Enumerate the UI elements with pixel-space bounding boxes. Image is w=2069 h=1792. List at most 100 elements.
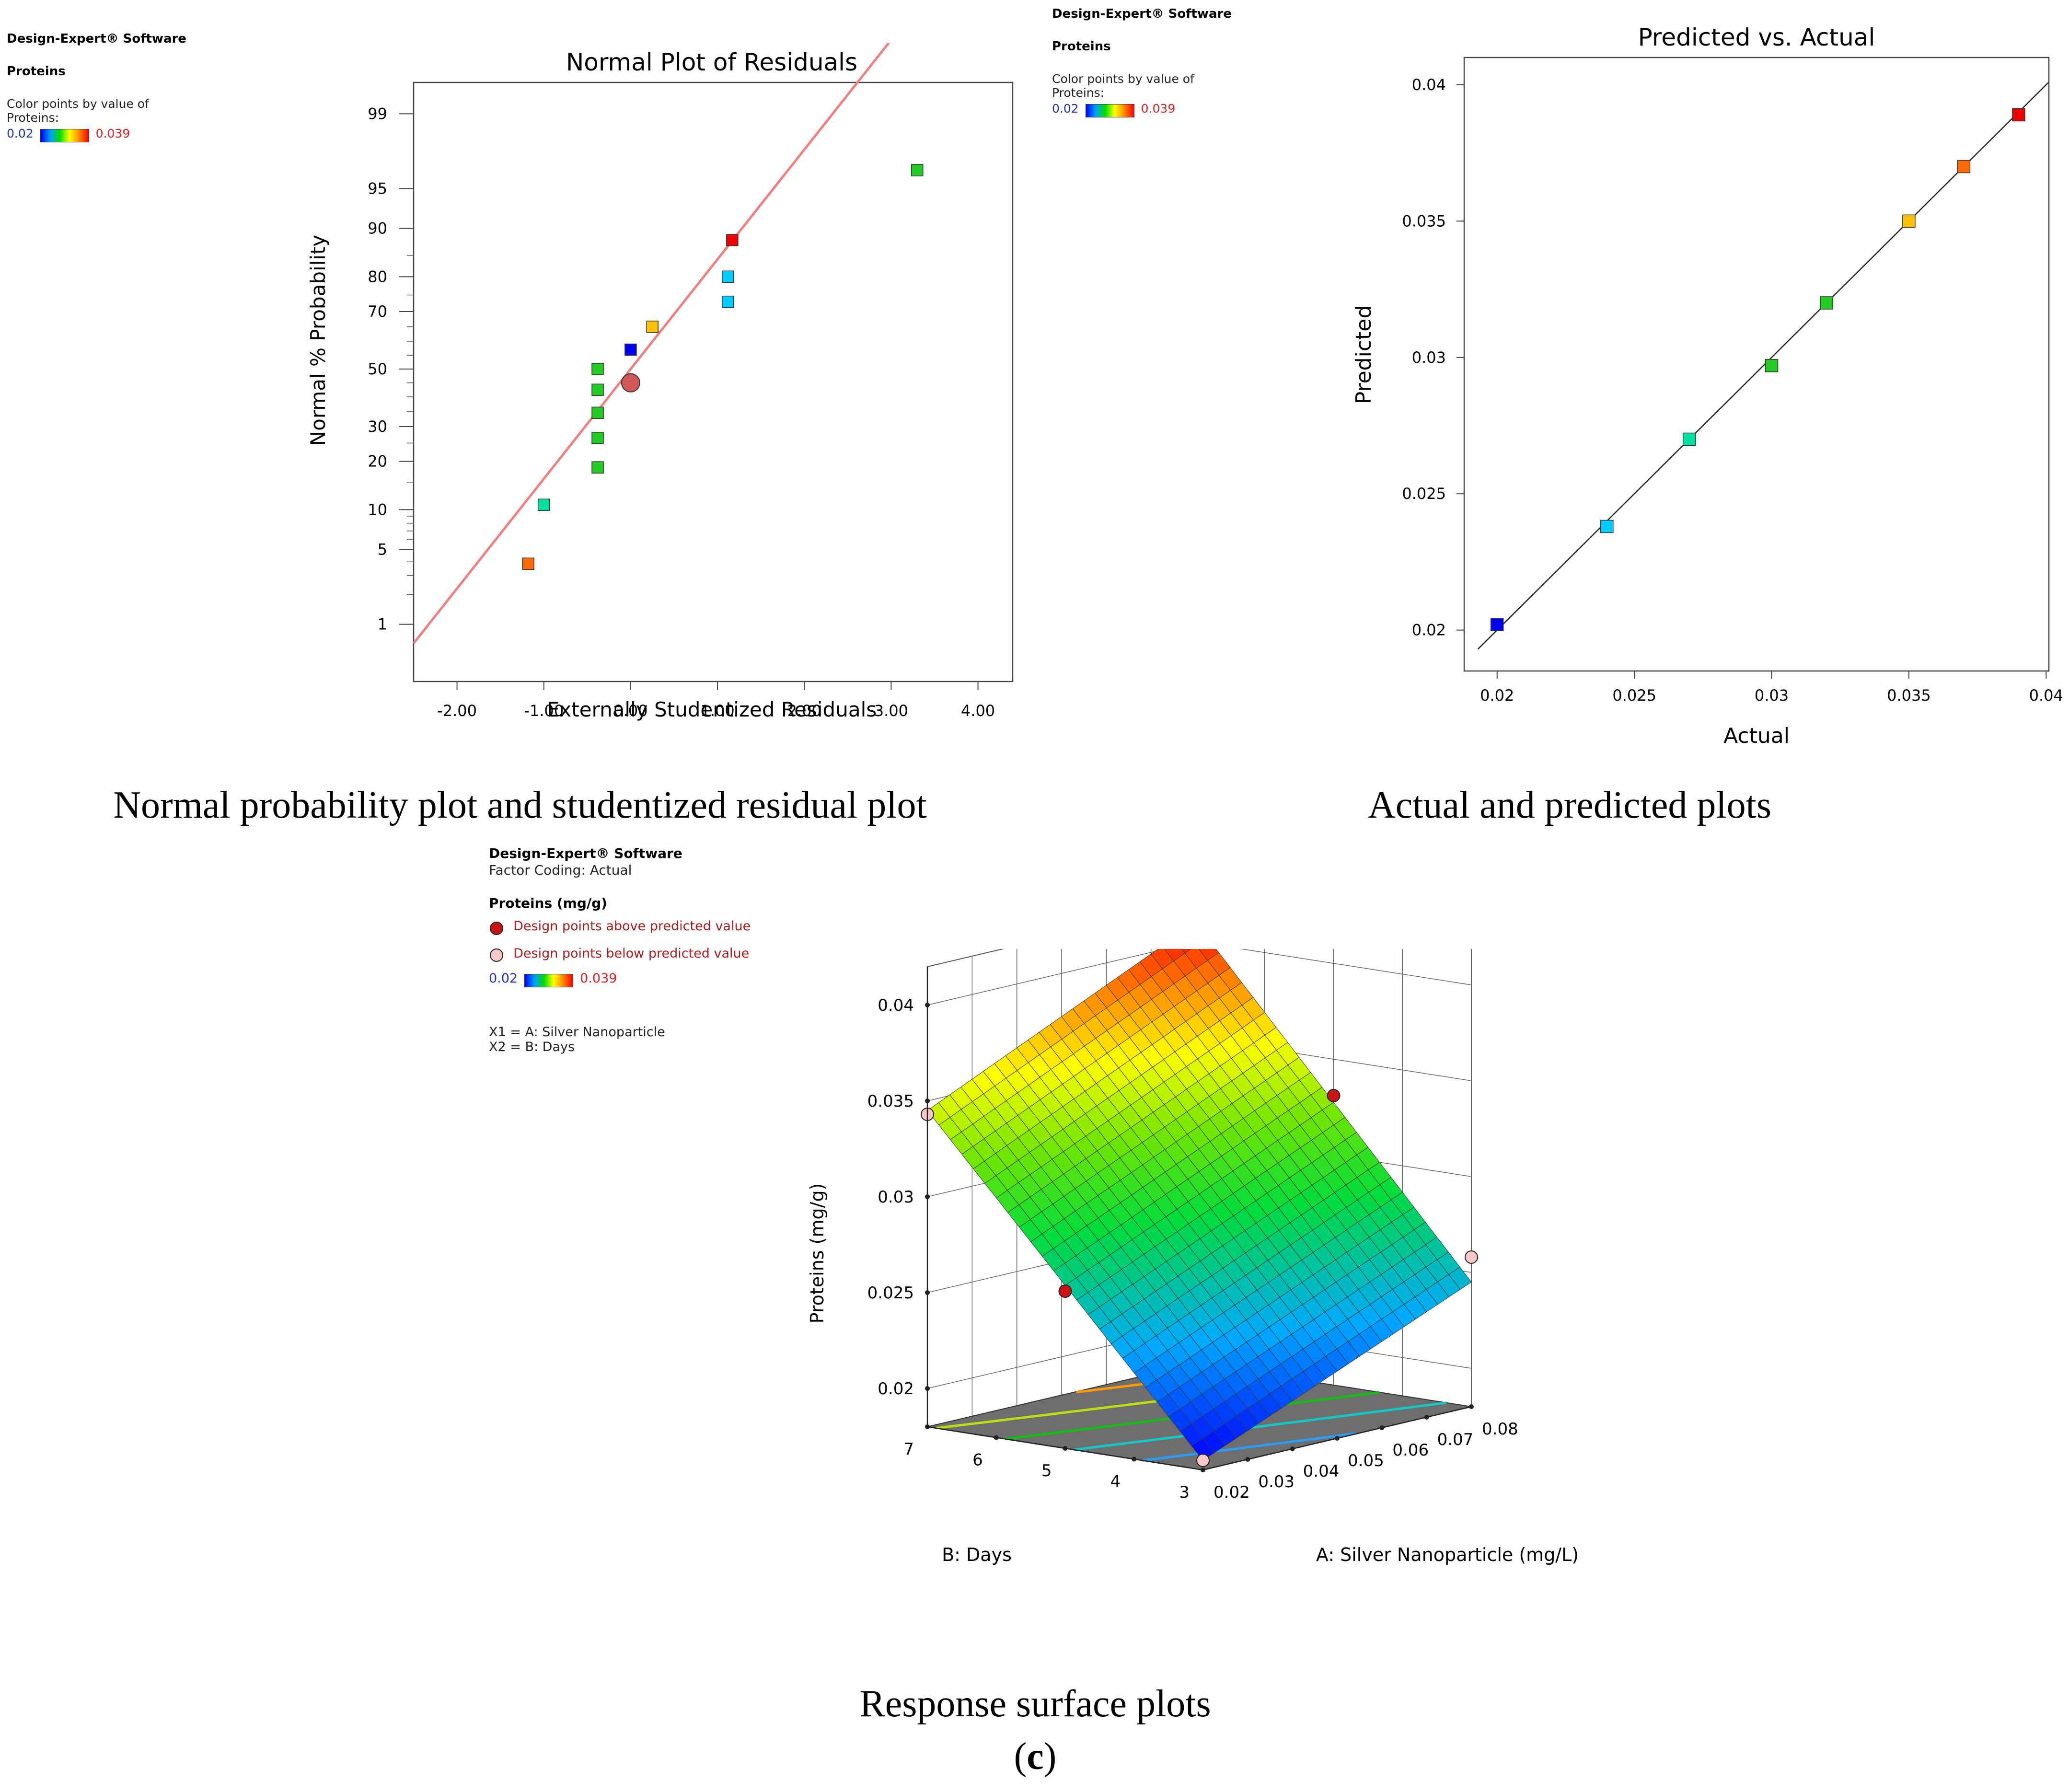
surface-a-tick: [1424, 1415, 1429, 1420]
surface-design-point: [1465, 1250, 1478, 1264]
pva-y-tick-label: 0.035: [1402, 212, 1446, 230]
normal-data-point: [537, 498, 550, 511]
normal-y-tick-label: 20: [368, 452, 387, 471]
surface-z-tick: [925, 1003, 930, 1007]
surface-a-tick: [1290, 1446, 1295, 1451]
normal-y-tick-label: 95: [368, 179, 387, 197]
pva-y-tick-label: 0.04: [1412, 76, 1446, 94]
pva-y-tick-label: 0.025: [1402, 485, 1446, 503]
normal-y-tick-label: 1: [378, 615, 387, 634]
floor-contour-line: [1142, 1432, 1357, 1462]
back-grid-line: [927, 949, 1472, 1006]
predicted-vs-actual-chart: Predicted vs. Actual 0.02 0.025 0.03 0.035 0…: [1352, 23, 2063, 748]
surface-b-tick: [994, 1435, 999, 1440]
surface-a-tick: [1335, 1436, 1340, 1441]
panel-label-open: (: [1014, 1735, 1027, 1778]
normal-x-tick-label: 4.00: [961, 702, 995, 720]
normal-data-point: [624, 343, 637, 356]
surface-b-tick-label: 5: [1041, 1461, 1052, 1480]
legend-scale-high: 0.039: [1141, 102, 1176, 116]
pva-y-tick-label: 0.02: [1412, 621, 1446, 639]
color-scale-bar: [1085, 104, 1134, 117]
normal-x-tick-label: 2.00: [787, 702, 821, 720]
surface-b-tick: [925, 1424, 930, 1429]
normal-data-point: [722, 295, 734, 308]
normal-y-tick-label: 10: [368, 500, 387, 519]
surface-z-tick: [925, 1098, 930, 1103]
legend-response: Proteins: [1052, 39, 1111, 54]
surface-a-tick-label: 0.05: [1348, 1451, 1384, 1470]
pva-data-point: [1957, 160, 1971, 173]
pva-identity-line: [1477, 81, 2049, 650]
normal-plot-xlabel: Externally Studentized Residuals: [547, 698, 877, 721]
normal-x-tick-label: 3.00: [874, 702, 908, 720]
surface-ylabel: B: Days: [942, 1544, 1012, 1565]
normal-plot-chart: Normal Plot of Residuals 1 5 10 20 30 50 70 80 9…: [306, 43, 1014, 721]
normal-y-tick-label: 5: [378, 541, 387, 559]
surface-a-tick-label: 0.02: [1214, 1483, 1250, 1502]
caption-normal-plot: Normal probability plot and studentized …: [113, 784, 927, 826]
surface-z-tick-label: 0.03: [878, 1188, 914, 1207]
panel-label-close: ): [1043, 1735, 1057, 1778]
legend-note-2: Proteins:: [1052, 86, 1105, 100]
legend-predicted-plot: Design-Expert® Software Proteins Color p…: [1052, 7, 1232, 117]
normal-data-point: [591, 383, 604, 396]
legend-scale-low: 0.02: [489, 971, 518, 986]
pva-data-point: [1820, 296, 1833, 310]
pva-data-point: [1490, 618, 1504, 632]
legend-above: Design points above predicted value: [513, 919, 751, 934]
legend-software: Design-Expert® Software: [1052, 7, 1232, 21]
surface-design-point: [1058, 1284, 1072, 1298]
normal-data-point: [646, 321, 659, 333]
normal-data-point: [591, 363, 604, 375]
surface-a-tick: [1245, 1457, 1250, 1462]
normal-data-point: [591, 406, 604, 419]
normal-x-tick-label: 1.00: [700, 702, 734, 720]
normal-x-tick-label: -2.00: [437, 702, 477, 720]
legend-note-2: Proteins:: [7, 111, 59, 125]
legend-surface-plot: Design-Expert® Software Factor Coding: A…: [489, 845, 751, 1054]
pva-x-tick-label: 0.035: [1887, 686, 1931, 705]
legend-below: Design points below predicted value: [513, 946, 750, 961]
surface-b-tick-label: 6: [972, 1451, 983, 1470]
surface-z-tick-label: 0.035: [867, 1092, 914, 1111]
panel-label: (c): [508, 1735, 1562, 1779]
legend-software: Design-Expert® Software: [489, 845, 682, 861]
surface-b-tick: [1201, 1468, 1205, 1472]
surface-b-tick-label: 7: [903, 1440, 914, 1459]
normal-fit-line: [413, 43, 890, 644]
normal-center-point: [621, 373, 640, 393]
surface-a-tick: [1469, 1404, 1474, 1409]
pva-x-tick-label: 0.025: [1612, 686, 1656, 705]
color-scale-bar: [40, 128, 89, 142]
pva-data-point: [1600, 520, 1614, 533]
caption-surface: Response surface plots: [859, 1683, 1211, 1725]
floor-contour-line: [1074, 1401, 1447, 1451]
surface-a-tick: [1379, 1425, 1385, 1430]
legend-note-1: Color points by value of: [1052, 72, 1194, 86]
surface-z-tick-label: 0.02: [878, 1379, 914, 1399]
legend-scale-low: 0.02: [1052, 102, 1079, 116]
legend-scale-low: 0.02: [7, 127, 34, 140]
normal-y-tick-label: 80: [368, 267, 387, 286]
above-marker-icon: [490, 921, 503, 935]
pva-data-point: [1902, 214, 1916, 228]
normal-plot-ylabel: Normal % Probability: [306, 235, 330, 446]
normal-y-tick-label: 50: [368, 360, 387, 378]
surface-xlabel: A: Silver Nanoparticle (mg/L): [1316, 1544, 1579, 1565]
legend-response: Proteins: [7, 64, 66, 79]
surface-cell: [1181, 949, 1191, 954]
response-surface-chart: 0.02 0.025 0.03 0.035 0.04 0.02 0.03 0.04 0.05 0.…: [807, 949, 1579, 1565]
normal-plot-frame: [413, 81, 1014, 682]
pva-x-tick-label: 0.02: [1480, 686, 1514, 705]
surface-b-tick: [1063, 1446, 1068, 1451]
normal-y-tick-label: 30: [368, 417, 387, 436]
pva-data-point: [1682, 432, 1696, 446]
legend-software: Design-Expert® Software: [7, 32, 186, 46]
surface-z-tick: [925, 1290, 930, 1295]
normal-data-point: [591, 432, 604, 444]
pva-frame: [1463, 57, 2050, 672]
legend-note-1: Color points by value of: [7, 97, 149, 111]
pva-data-point: [2012, 108, 2025, 122]
pva-y-tick-label: 0.03: [1412, 348, 1446, 367]
